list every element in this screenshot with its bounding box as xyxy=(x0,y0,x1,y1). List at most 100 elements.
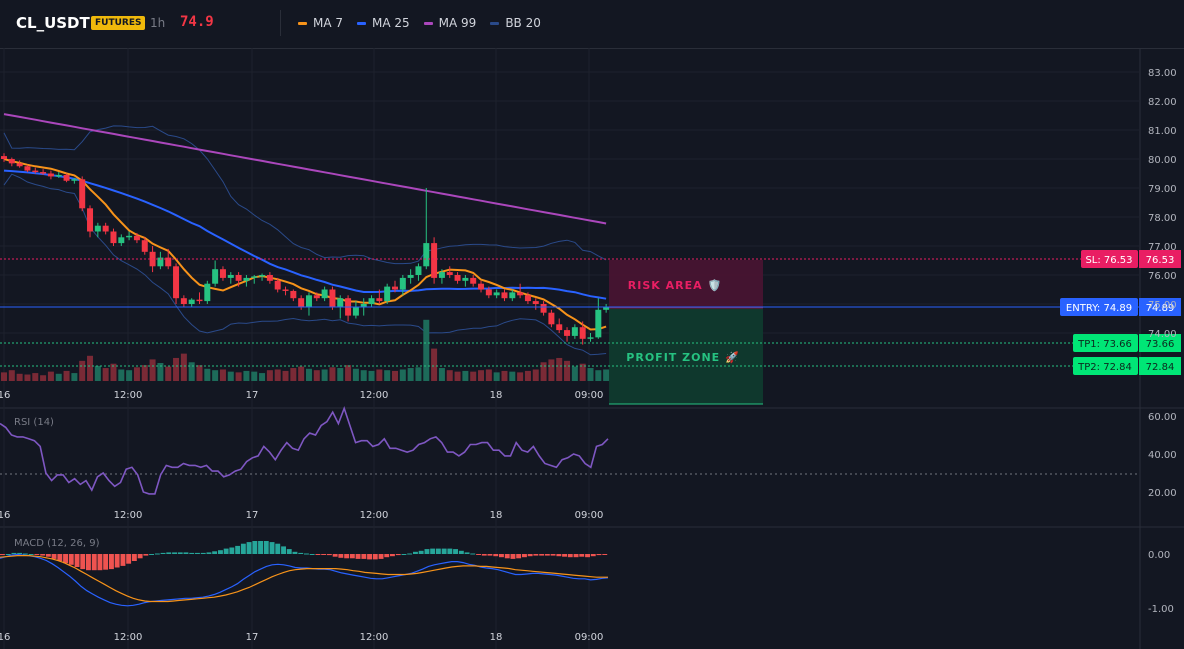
candle-body xyxy=(79,179,86,209)
candle-body xyxy=(188,299,195,304)
candle-body xyxy=(407,275,414,278)
candle-body xyxy=(587,337,594,339)
volume-bar xyxy=(79,360,86,381)
volume-bar xyxy=(219,369,226,381)
volume-bar xyxy=(266,370,273,381)
macd-hist-bar xyxy=(573,554,579,558)
macd-hist-bar xyxy=(80,554,86,570)
volume-bar xyxy=(305,368,312,381)
candle-body xyxy=(1,156,7,159)
time-axis-label: 16 xyxy=(0,390,10,401)
macd-hist-bar xyxy=(596,554,602,556)
macd-hist-bar xyxy=(539,554,545,556)
volume-bar xyxy=(110,363,117,381)
volume-bar xyxy=(298,366,305,381)
rsi-path xyxy=(0,406,609,495)
candle-body xyxy=(352,306,359,316)
volume-bar xyxy=(438,368,445,381)
volume-bar xyxy=(165,366,172,381)
rsi-title: RSI (14) xyxy=(14,417,54,428)
legend-ma99[interactable]: MA 99 xyxy=(423,16,476,30)
tp1-tag xyxy=(1073,334,1138,352)
chart-canvas[interactable]: RISK AREA 🛡️ PROFIT ZONE 🚀 SL: 76.53 76.… xyxy=(0,48,1184,649)
ma7-line xyxy=(3,158,607,331)
volume-bar xyxy=(118,369,125,381)
macd-hist-bar xyxy=(97,554,103,571)
macd-hist-bar xyxy=(218,550,223,554)
macd-hist-bar xyxy=(235,545,241,554)
volume-bar xyxy=(55,373,62,381)
candle-body xyxy=(212,269,219,284)
macd-tick-label: -1.00 xyxy=(1148,604,1174,615)
time-axis-label: 12:00 xyxy=(360,510,389,521)
volume-bar xyxy=(524,370,531,381)
legend-bb20[interactable]: BB 20 xyxy=(490,16,541,30)
volume-bar xyxy=(227,371,234,381)
candle-body xyxy=(548,312,555,325)
volume-bar xyxy=(180,353,187,381)
volume-bar xyxy=(470,371,477,381)
volume-bar xyxy=(360,370,367,381)
macd-hist-bar xyxy=(298,552,304,554)
bollinger-bands xyxy=(3,125,607,356)
volume-bar xyxy=(235,372,242,381)
candle-body xyxy=(94,225,101,232)
profit-zone-label: PROFIT ZONE 🚀 xyxy=(626,351,739,364)
candle-body xyxy=(431,243,438,278)
volume-bar xyxy=(313,370,320,381)
macd-hist-bar xyxy=(137,554,143,559)
macd-hist-bar xyxy=(160,552,166,554)
time-axis-label: 17 xyxy=(246,390,259,401)
top-bar: CL_USDT FUTURES 1h 74.9 MA 7 MA 25 MA 99… xyxy=(0,0,1184,49)
candle-body xyxy=(603,306,610,310)
volume-bar xyxy=(47,371,54,381)
sl-tag xyxy=(1081,250,1138,268)
risk-area-zone[interactable] xyxy=(609,260,763,308)
macd-hist-bar xyxy=(5,554,11,555)
volume-bar xyxy=(94,365,101,381)
macd-hist-bar xyxy=(338,554,344,558)
macd-hist-bar xyxy=(206,552,212,554)
volume-bar xyxy=(564,360,571,381)
sl-axis-value: 76.53 xyxy=(1146,255,1175,266)
time-axis-label: 16 xyxy=(0,632,10,643)
candle-body xyxy=(462,277,469,281)
futures-badge: FUTURES xyxy=(91,16,146,30)
macd-hist-bar xyxy=(286,549,292,554)
candle-body xyxy=(368,298,375,304)
macd-hist-bar xyxy=(567,554,573,558)
candle-body xyxy=(47,173,54,177)
macd-hist-bar xyxy=(91,554,97,571)
candle-body xyxy=(110,231,117,244)
price-tick-label: 75.00 xyxy=(1148,300,1177,311)
macd-hist-bar xyxy=(103,554,109,570)
macd-hist-bar xyxy=(550,554,556,556)
macd-hist-bar xyxy=(40,554,46,556)
legend-ma25[interactable]: MA 25 xyxy=(357,16,410,30)
candle-body xyxy=(243,277,250,281)
volume-bar xyxy=(16,373,23,381)
legend-ma25-label: MA 25 xyxy=(372,16,410,30)
time-axis-label: 09:00 xyxy=(575,510,604,521)
volume-bar xyxy=(40,375,47,381)
candle-body xyxy=(71,179,78,181)
candle-body xyxy=(157,257,164,267)
volume-bar xyxy=(8,370,15,381)
ma7-swatch xyxy=(298,21,307,25)
candle-body xyxy=(392,286,398,290)
price-axis-ticks: 83.00 82.00 81.00 80.00 79.00 78.00 77.00 76.00… xyxy=(1148,68,1177,340)
candle-body xyxy=(532,301,539,304)
volume-bar xyxy=(454,371,461,381)
macd-hist-bar xyxy=(22,553,28,555)
legend-ma7[interactable]: MA 7 xyxy=(298,16,343,30)
candle-body xyxy=(87,208,94,232)
candle-body xyxy=(321,289,328,299)
symbol-name[interactable]: CL_USDT xyxy=(16,14,90,32)
volume-bar xyxy=(352,368,359,381)
volume-bars xyxy=(1,319,610,381)
time-axis-label: 12:00 xyxy=(114,510,143,521)
candle-body xyxy=(173,266,180,299)
candle-body xyxy=(126,235,133,238)
timeframe-label[interactable]: 1h xyxy=(150,16,166,30)
profit-zone[interactable] xyxy=(609,309,763,404)
